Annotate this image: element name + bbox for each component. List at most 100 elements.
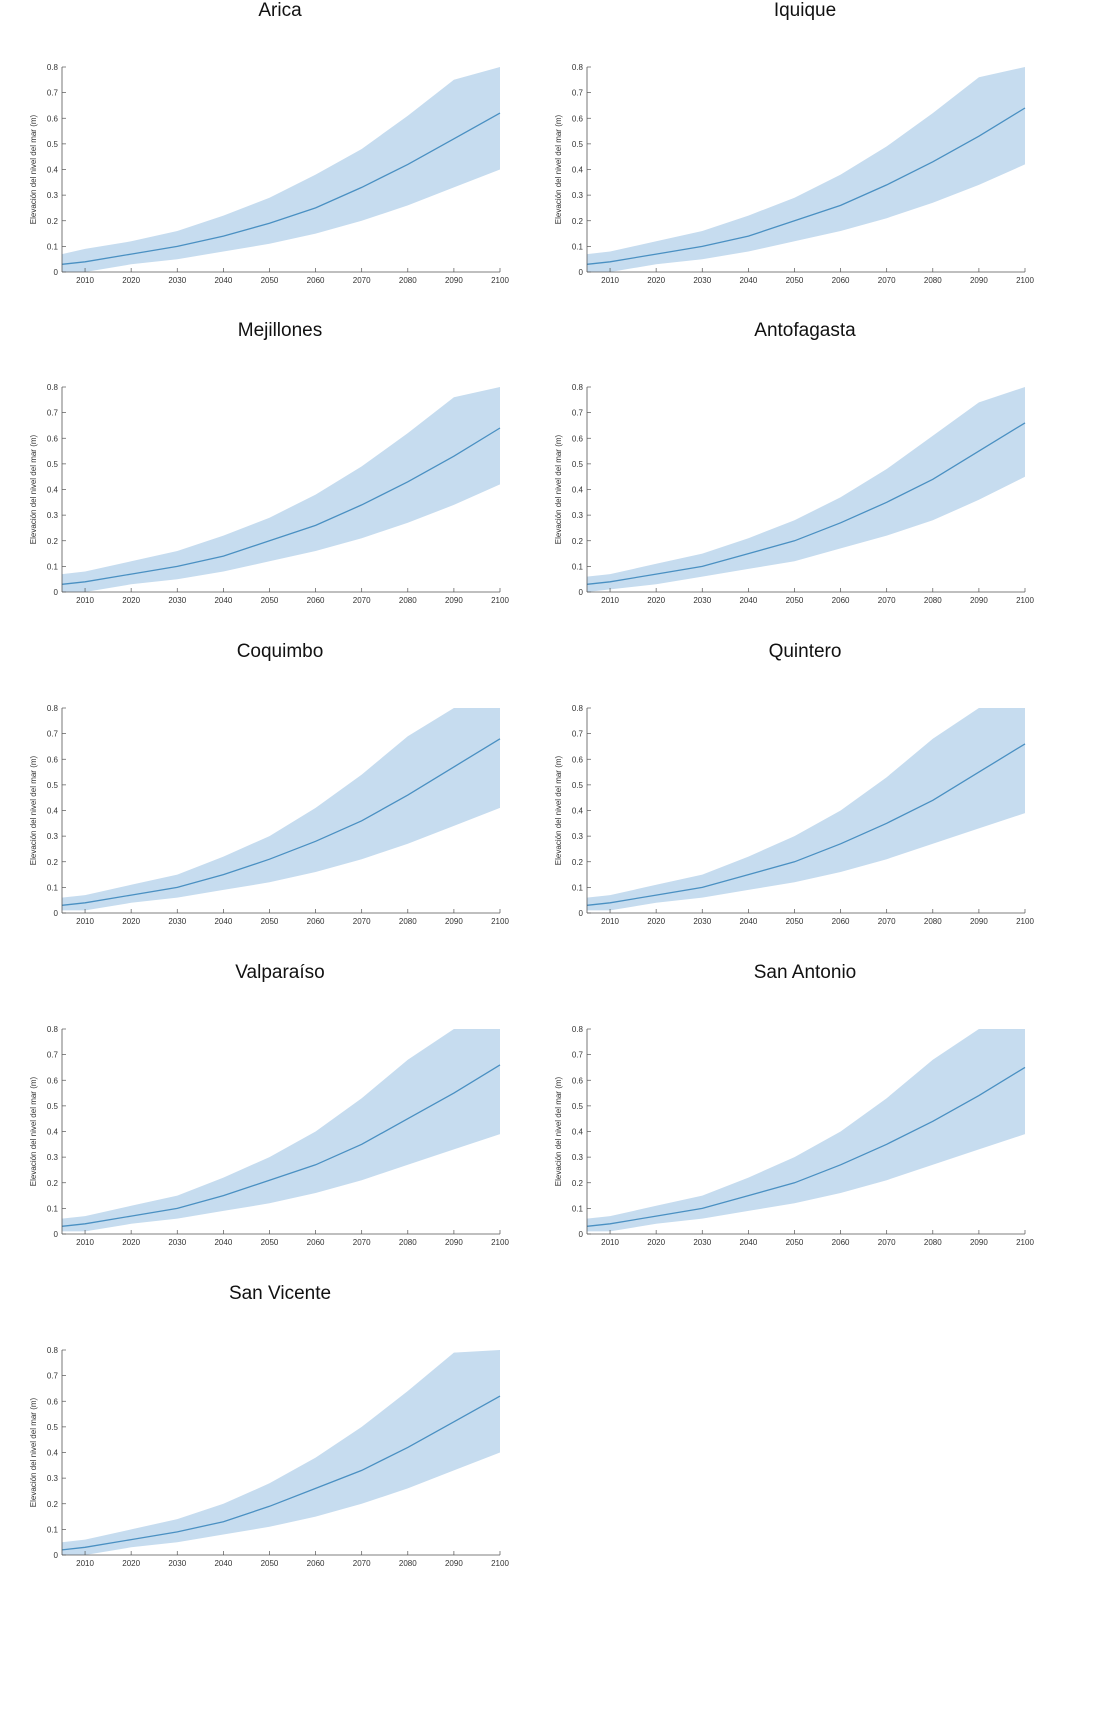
x-tick-label: 2080 [924, 917, 942, 926]
chart-title: San Antonio [753, 962, 857, 983]
y-tick-label: 0.2 [572, 217, 584, 226]
y-tick-label: 0.5 [47, 781, 59, 790]
x-tick-label: 2030 [693, 1238, 711, 1247]
x-tick-label: 2040 [214, 276, 232, 285]
y-tick-label: 0.5 [47, 460, 59, 469]
chart-panel-quintero: Quintero 0 0.1 0.2 0.3 0.4 0.5 0.6 0.7 0.8 2010 20… [545, 641, 1065, 971]
confidence-band [587, 708, 1025, 911]
x-tick-label: 2100 [491, 1238, 509, 1247]
chart-title: San Vicente [228, 1283, 332, 1304]
x-tick-label: 2010 [76, 276, 94, 285]
y-tick-label: 0.8 [47, 383, 59, 392]
mean-line [61, 1395, 501, 1551]
y-tick-label: 0.2 [47, 858, 59, 867]
y-tick-label: 0.4 [47, 1128, 59, 1137]
y-tick-label: 0.7 [47, 730, 59, 739]
x-tick-label: 2070 [353, 1559, 371, 1568]
x-tick-label: 2030 [168, 917, 186, 926]
y-tick-label: 0.3 [47, 832, 59, 841]
confidence-band [587, 387, 1025, 592]
chart-plot: 0 0.1 0.2 0.3 0.4 0.5 0.6 0.7 0.8 2010 2020 2030 204… [554, 1025, 1034, 1247]
y-tick-label: 0.5 [572, 1102, 584, 1111]
mean-line [61, 738, 501, 906]
x-tick-label: 2100 [491, 1559, 509, 1568]
y-tick-label: 0.3 [47, 1153, 59, 1162]
x-tick-label: 2070 [878, 917, 896, 926]
x-tick-label: 2050 [261, 917, 279, 926]
chart-title: Valparaíso [235, 962, 325, 983]
x-tick-label: 2030 [168, 596, 186, 605]
x-tick-label: 2060 [307, 276, 325, 285]
y-tick-label: 0.8 [572, 383, 584, 392]
x-tick-label: 2040 [739, 917, 757, 926]
y-tick-label: 0 [54, 588, 59, 597]
x-tick-label: 2040 [214, 1559, 232, 1568]
y-tick-label: 0.4 [47, 807, 59, 816]
x-tick-label: 2080 [924, 596, 942, 605]
y-tick-label: 0.1 [47, 562, 59, 571]
chart-title: Iquique [773, 0, 837, 21]
x-tick-label: 2050 [261, 276, 279, 285]
x-tick-label: 2030 [168, 276, 186, 285]
y-tick-label: 0.4 [572, 807, 584, 816]
x-tick-label: 2010 [76, 1238, 94, 1247]
x-tick-label: 2080 [399, 1238, 417, 1247]
x-tick-label: 2080 [399, 596, 417, 605]
y-tick-label: 0.1 [572, 1204, 584, 1213]
x-tick-label: 2030 [168, 1559, 186, 1568]
x-tick-label: 2100 [491, 596, 509, 605]
y-axis-label: Elevación del nivel del mar (m) [29, 755, 38, 865]
y-tick-label: 0.5 [47, 1102, 59, 1111]
x-tick-label: 2040 [214, 917, 232, 926]
chart-panel-san-antonio: San Antonio 0 0.1 0.2 0.3 0.4 0.5 0.6 0.7 0.8 201… [545, 962, 1065, 1292]
y-tick-label: 0.6 [47, 755, 59, 764]
chart-title: Mejillones [237, 320, 323, 341]
chart-panel-mejillones: Mejillones 0 0.1 0.2 0.3 0.4 0.5 0.6 0.7 0.8 2010… [20, 320, 540, 650]
y-tick-label: 0.1 [47, 242, 59, 251]
y-axis-label: Elevación del nivel del mar (m) [554, 114, 563, 224]
chart-panel-valparaiso: Valparaíso 0 0.1 0.2 0.3 0.4 0.5 0.6 0.7 0.8 2010… [20, 962, 540, 1292]
x-tick-label: 2070 [353, 596, 371, 605]
x-tick-label: 2050 [786, 1238, 804, 1247]
confidence-band [62, 1350, 500, 1555]
x-tick-label: 2080 [399, 1559, 417, 1568]
x-tick-label: 2050 [261, 1238, 279, 1247]
x-tick-label: 2060 [832, 917, 850, 926]
y-tick-label: 0.7 [572, 89, 584, 98]
confidence-band [62, 708, 500, 911]
y-tick-label: 0.7 [572, 1051, 584, 1060]
y-tick-label: 0.2 [572, 537, 584, 546]
x-tick-label: 2070 [353, 917, 371, 926]
x-tick-label: 2100 [1016, 1238, 1034, 1247]
y-tick-label: 0.2 [572, 858, 584, 867]
x-tick-label: 2010 [76, 917, 94, 926]
x-tick-label: 2100 [1016, 596, 1034, 605]
x-tick-label: 2060 [832, 1238, 850, 1247]
x-tick-label: 2050 [786, 596, 804, 605]
chart-title: Arica [258, 0, 302, 21]
y-tick-label: 0.6 [572, 434, 584, 443]
y-tick-label: 0.3 [47, 1474, 59, 1483]
chart-plot: 0 0.1 0.2 0.3 0.4 0.5 0.6 0.7 0.8 2010 2020 2030 204… [29, 1346, 509, 1568]
x-tick-label: 2060 [832, 596, 850, 605]
chart-title: Antofagasta [754, 320, 856, 341]
x-tick-label: 2020 [647, 1238, 665, 1247]
chart-plot: 0 0.1 0.2 0.3 0.4 0.5 0.6 0.7 0.8 2010 2020 2030 204… [29, 1025, 509, 1247]
y-tick-label: 0.7 [572, 730, 584, 739]
x-tick-label: 2040 [214, 596, 232, 605]
y-tick-label: 0 [579, 1230, 584, 1239]
y-tick-label: 0.6 [47, 114, 59, 123]
x-tick-label: 2090 [970, 596, 988, 605]
x-tick-label: 2040 [739, 276, 757, 285]
y-tick-label: 0.7 [47, 1051, 59, 1060]
chart-plot: 0 0.1 0.2 0.3 0.4 0.5 0.6 0.7 0.8 2010 2020 2030 204… [29, 704, 509, 926]
x-tick-label: 2070 [353, 276, 371, 285]
y-tick-label: 0.6 [47, 1076, 59, 1085]
y-tick-label: 0.8 [572, 704, 584, 713]
y-tick-label: 0.3 [572, 511, 584, 520]
y-tick-label: 0.5 [572, 460, 584, 469]
confidence-band [62, 387, 500, 592]
x-tick-label: 2100 [491, 917, 509, 926]
x-tick-label: 2080 [399, 917, 417, 926]
chart-plot: 0 0.1 0.2 0.3 0.4 0.5 0.6 0.7 0.8 2010 2020 2030 204… [29, 63, 509, 285]
